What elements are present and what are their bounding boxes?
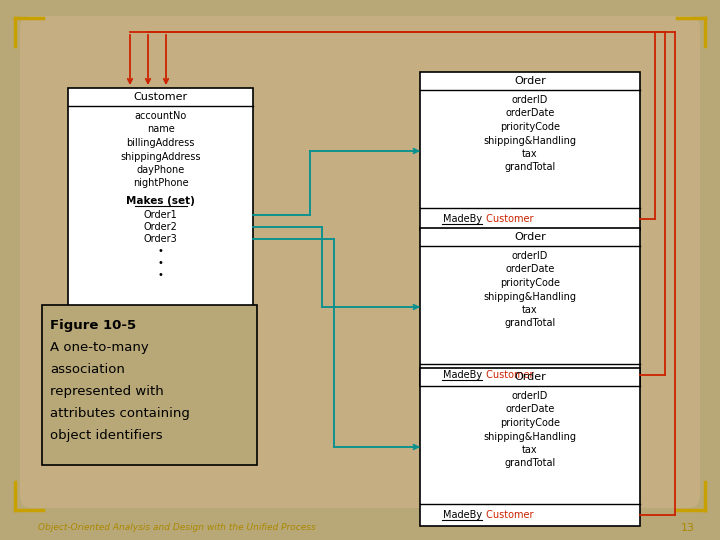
Bar: [420, 72, 640, 230]
Text: dayPhone: dayPhone: [136, 165, 184, 175]
Text: 13: 13: [681, 523, 695, 533]
Text: MadeBy: MadeBy: [443, 510, 482, 520]
Text: Order: Order: [514, 372, 546, 382]
Text: Customer: Customer: [483, 510, 534, 520]
Text: tax: tax: [522, 305, 538, 315]
Text: shipping&Handling: shipping&Handling: [484, 431, 577, 442]
Bar: [420, 368, 640, 526]
Text: shipping&Handling: shipping&Handling: [484, 292, 577, 301]
Text: represented with: represented with: [50, 385, 163, 398]
Text: Object-Oriented Analysis and Design with the Unified Process: Object-Oriented Analysis and Design with…: [38, 523, 316, 532]
Text: A one-to-many: A one-to-many: [50, 341, 149, 354]
Bar: [68, 88, 253, 343]
Bar: [42, 305, 257, 465]
Text: •: •: [158, 246, 163, 256]
Text: Order2: Order2: [143, 222, 177, 232]
Text: Customer: Customer: [483, 370, 534, 380]
Text: tax: tax: [522, 445, 538, 455]
Text: Makes (set): Makes (set): [126, 196, 195, 206]
Text: orderDate: orderDate: [505, 404, 554, 415]
Text: tax: tax: [522, 149, 538, 159]
Text: MadeBy: MadeBy: [443, 370, 482, 380]
FancyBboxPatch shape: [20, 16, 700, 508]
Text: association: association: [50, 363, 125, 376]
Text: grandTotal: grandTotal: [505, 319, 556, 328]
Text: orderID: orderID: [512, 391, 548, 401]
Text: priorityCode: priorityCode: [500, 122, 560, 132]
Text: Order: Order: [514, 232, 546, 242]
Text: orderID: orderID: [512, 95, 548, 105]
Text: shipping&Handling: shipping&Handling: [484, 136, 577, 145]
Text: •: •: [158, 258, 163, 268]
Text: shippingAddress: shippingAddress: [120, 152, 201, 161]
Text: grandTotal: grandTotal: [505, 458, 556, 469]
Text: MadeBy: MadeBy: [443, 214, 482, 224]
Text: grandTotal: grandTotal: [505, 163, 556, 172]
Text: Customer: Customer: [133, 92, 188, 102]
Text: Order: Order: [514, 76, 546, 86]
Text: billingAddress: billingAddress: [126, 138, 194, 148]
Text: Figure 10-5: Figure 10-5: [50, 319, 136, 332]
Text: Order3: Order3: [143, 234, 177, 244]
Text: Customer: Customer: [483, 214, 534, 224]
Text: orderDate: orderDate: [505, 109, 554, 118]
Text: Order1: Order1: [143, 210, 177, 220]
Text: orderID: orderID: [512, 251, 548, 261]
Text: accountNo: accountNo: [135, 111, 186, 121]
Text: object identifiers: object identifiers: [50, 429, 163, 442]
Text: nightPhone: nightPhone: [132, 179, 189, 188]
Text: priorityCode: priorityCode: [500, 418, 560, 428]
Text: •: •: [158, 270, 163, 280]
Text: name: name: [147, 125, 174, 134]
Text: attributes containing: attributes containing: [50, 407, 190, 420]
Text: orderDate: orderDate: [505, 265, 554, 274]
Text: priorityCode: priorityCode: [500, 278, 560, 288]
Bar: [420, 228, 640, 386]
